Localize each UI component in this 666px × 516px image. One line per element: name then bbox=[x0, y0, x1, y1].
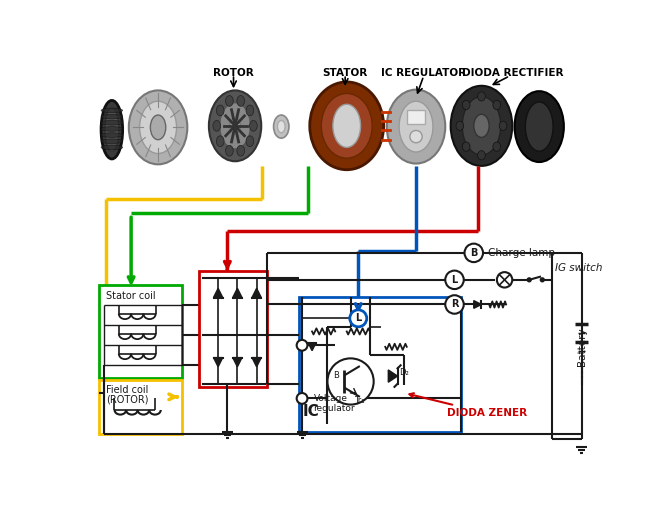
Ellipse shape bbox=[101, 108, 123, 112]
Ellipse shape bbox=[333, 104, 360, 148]
Text: L: L bbox=[355, 313, 362, 324]
Ellipse shape bbox=[274, 115, 289, 138]
Text: R: R bbox=[451, 299, 458, 310]
Ellipse shape bbox=[230, 118, 240, 134]
Ellipse shape bbox=[216, 136, 224, 147]
Text: B: B bbox=[470, 248, 478, 258]
Ellipse shape bbox=[462, 142, 470, 151]
Circle shape bbox=[527, 278, 531, 282]
Polygon shape bbox=[252, 358, 261, 367]
Ellipse shape bbox=[237, 146, 244, 156]
Ellipse shape bbox=[140, 101, 176, 154]
Text: D₂: D₂ bbox=[399, 367, 409, 377]
Ellipse shape bbox=[387, 90, 446, 164]
Ellipse shape bbox=[151, 115, 166, 140]
Polygon shape bbox=[388, 370, 398, 382]
Polygon shape bbox=[232, 358, 242, 367]
Ellipse shape bbox=[101, 145, 123, 150]
Ellipse shape bbox=[525, 102, 553, 151]
Ellipse shape bbox=[278, 120, 285, 133]
Polygon shape bbox=[232, 288, 242, 298]
Ellipse shape bbox=[246, 136, 254, 147]
Text: Battery: Battery bbox=[577, 328, 587, 366]
Circle shape bbox=[446, 295, 464, 314]
Text: ROTOR: ROTOR bbox=[213, 68, 254, 78]
Ellipse shape bbox=[478, 92, 486, 101]
Ellipse shape bbox=[226, 95, 233, 106]
Ellipse shape bbox=[462, 101, 470, 109]
Polygon shape bbox=[308, 343, 316, 351]
Ellipse shape bbox=[250, 120, 257, 131]
FancyBboxPatch shape bbox=[407, 110, 426, 123]
Ellipse shape bbox=[451, 86, 512, 166]
Ellipse shape bbox=[321, 93, 372, 158]
Ellipse shape bbox=[474, 114, 489, 137]
Ellipse shape bbox=[101, 139, 123, 143]
Text: Stator coil: Stator coil bbox=[107, 292, 156, 301]
Ellipse shape bbox=[220, 103, 250, 149]
FancyBboxPatch shape bbox=[99, 285, 182, 378]
Text: B: B bbox=[334, 370, 340, 380]
Ellipse shape bbox=[237, 95, 244, 106]
Ellipse shape bbox=[101, 126, 123, 131]
Polygon shape bbox=[252, 288, 261, 298]
Text: DIODA RECTIFIER: DIODA RECTIFIER bbox=[462, 68, 563, 78]
Ellipse shape bbox=[101, 120, 123, 125]
Text: STATOR: STATOR bbox=[322, 68, 368, 78]
Polygon shape bbox=[214, 288, 222, 298]
Circle shape bbox=[446, 270, 464, 289]
Text: Field coil: Field coil bbox=[107, 385, 149, 395]
Ellipse shape bbox=[105, 108, 119, 151]
FancyBboxPatch shape bbox=[99, 380, 182, 434]
Ellipse shape bbox=[209, 90, 261, 162]
FancyBboxPatch shape bbox=[299, 297, 461, 431]
Ellipse shape bbox=[462, 96, 501, 155]
Circle shape bbox=[350, 310, 367, 327]
Text: IG switch: IG switch bbox=[555, 263, 602, 272]
Polygon shape bbox=[474, 301, 482, 309]
Ellipse shape bbox=[493, 101, 501, 109]
Ellipse shape bbox=[213, 120, 220, 131]
Text: Charge lamp: Charge lamp bbox=[488, 248, 555, 258]
Circle shape bbox=[296, 340, 308, 351]
Text: Voltage
regulator: Voltage regulator bbox=[314, 394, 355, 413]
Ellipse shape bbox=[410, 131, 422, 143]
Text: Tr₁: Tr₁ bbox=[354, 396, 365, 405]
Ellipse shape bbox=[500, 121, 507, 131]
Polygon shape bbox=[214, 358, 222, 367]
Circle shape bbox=[296, 393, 308, 404]
Ellipse shape bbox=[310, 82, 384, 170]
Ellipse shape bbox=[226, 146, 233, 156]
Ellipse shape bbox=[493, 142, 501, 151]
Circle shape bbox=[328, 359, 374, 405]
Ellipse shape bbox=[246, 105, 254, 116]
Text: L: L bbox=[452, 275, 458, 285]
Ellipse shape bbox=[101, 133, 123, 137]
Circle shape bbox=[497, 272, 512, 287]
Ellipse shape bbox=[129, 90, 187, 164]
Ellipse shape bbox=[101, 101, 123, 159]
Ellipse shape bbox=[515, 91, 564, 162]
Ellipse shape bbox=[478, 151, 486, 160]
Text: (ROTOR): (ROTOR) bbox=[107, 395, 149, 405]
Ellipse shape bbox=[399, 101, 433, 152]
Ellipse shape bbox=[216, 105, 224, 116]
Text: DIODA ZENER: DIODA ZENER bbox=[410, 393, 527, 418]
FancyBboxPatch shape bbox=[199, 271, 266, 387]
Text: IC REGULATOR: IC REGULATOR bbox=[381, 68, 466, 78]
Circle shape bbox=[464, 244, 483, 262]
Circle shape bbox=[540, 278, 544, 282]
Ellipse shape bbox=[101, 114, 123, 119]
Ellipse shape bbox=[456, 121, 464, 131]
Text: IC: IC bbox=[303, 404, 320, 419]
